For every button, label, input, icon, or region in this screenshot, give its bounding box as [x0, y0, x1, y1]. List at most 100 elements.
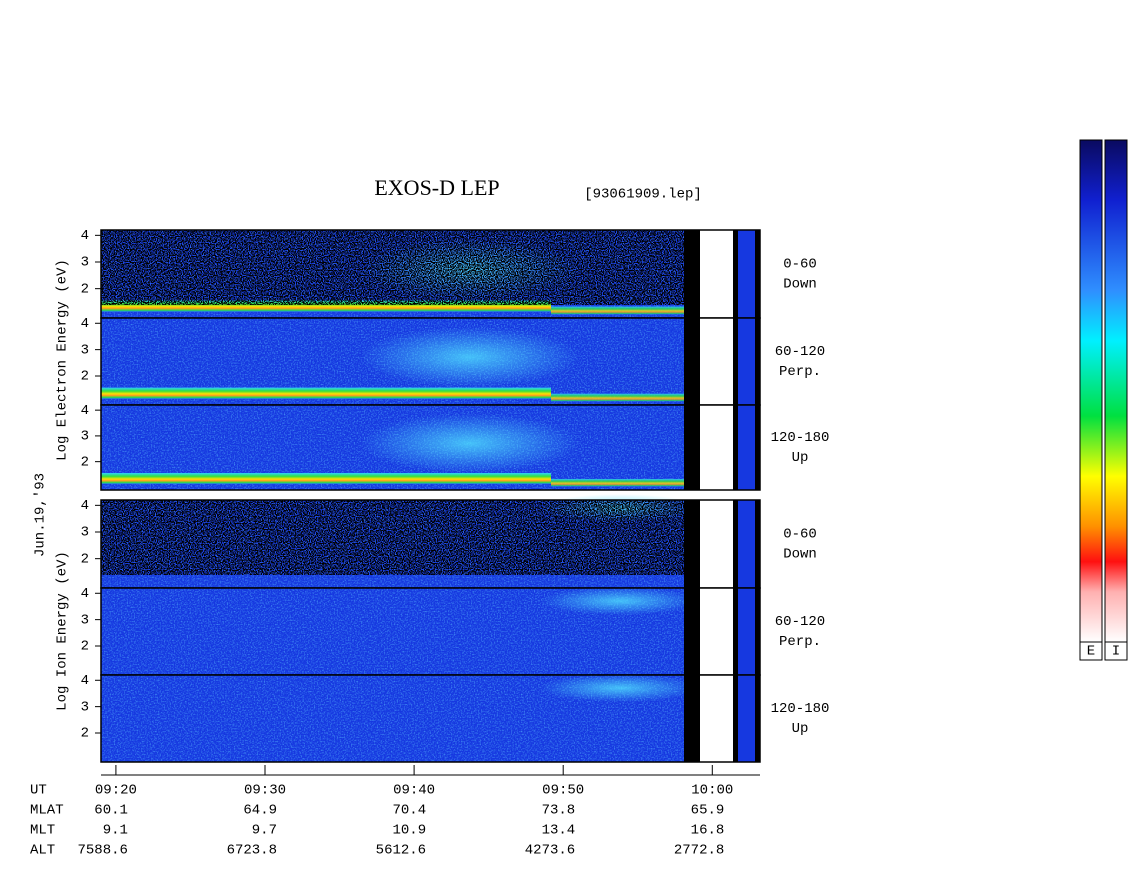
ephemeris-name: ALT	[30, 843, 55, 859]
y-tick-label: 4	[81, 673, 89, 689]
ephemeris-value: 60.1	[94, 803, 128, 819]
data-gap	[755, 675, 760, 762]
pitch-angle-label: 60-120	[775, 614, 825, 630]
spectrogram-band	[551, 393, 684, 402]
data-gap	[684, 405, 700, 490]
pitch-angle-label: 120-180	[771, 430, 830, 446]
spectrogram-band	[101, 387, 551, 399]
data-gap	[700, 675, 733, 762]
ephemeris-value: 13.4	[542, 823, 576, 839]
ephemeris-value: 10.9	[392, 823, 426, 839]
colorbars	[1079, 139, 1128, 661]
data-gap	[733, 230, 738, 318]
ephemeris-value: 9.1	[103, 823, 128, 839]
data-gap	[733, 318, 738, 405]
spectrogram-band	[551, 306, 684, 315]
spectrogram-glow	[360, 413, 580, 473]
panel-frame	[100, 674, 761, 763]
data-gap	[700, 318, 733, 405]
direction-label: Up	[792, 450, 809, 466]
data-gap	[700, 405, 733, 490]
x-tick-label: 10:00	[691, 783, 733, 799]
ephemeris-value: 9.7	[252, 823, 277, 839]
y-tick-label: 2	[81, 639, 89, 655]
data-gap	[733, 675, 738, 762]
y-axis-label: Log Ion Energy (eV)	[55, 551, 71, 711]
spectrogram-strip	[738, 500, 755, 588]
y-tick-label: 2	[81, 281, 89, 297]
ephemeris-value: 5612.6	[376, 843, 426, 859]
data-gap	[733, 588, 738, 675]
y-tick-label: 4	[81, 586, 89, 602]
y-tick-label: 2	[81, 726, 89, 742]
colorbar-label: I	[1112, 644, 1120, 660]
pitch-angle-label: 120-180	[771, 701, 830, 717]
colorbar	[1079, 139, 1103, 643]
direction-label: Down	[783, 277, 817, 293]
data-gap	[700, 500, 733, 588]
spectrogram-strip	[738, 588, 755, 675]
spectrogram-speckle	[101, 500, 684, 575]
ephemeris-value: 7588.6	[77, 843, 127, 859]
y-tick-label: 2	[81, 454, 89, 470]
spectrogram-band	[101, 473, 551, 485]
spectrogram-speckle	[101, 230, 684, 305]
y-tick-label: 4	[81, 316, 89, 332]
data-gap	[684, 675, 700, 762]
ephemeris-value: 4273.6	[525, 843, 575, 859]
spectrogram-glow	[540, 674, 700, 703]
x-tick-label: 09:50	[542, 783, 584, 799]
y-tick-label: 3	[81, 255, 89, 271]
direction-label: Perp.	[779, 364, 821, 380]
data-gap	[733, 500, 738, 588]
y-tick-label: 4	[81, 403, 89, 419]
data-gap	[733, 405, 738, 490]
x-tick-label: 09:40	[393, 783, 435, 799]
y-tick-label: 2	[81, 369, 89, 385]
ephemeris-value: 65.9	[691, 803, 725, 819]
ephemeris-value: 6723.8	[227, 843, 277, 859]
panel-frame	[100, 404, 761, 491]
pitch-angle-label: 60-120	[775, 344, 825, 360]
spectrogram-panels	[100, 229, 761, 763]
data-gap	[700, 230, 733, 318]
data-gap	[755, 500, 760, 588]
data-gap	[684, 230, 700, 318]
y-tick-label: 3	[81, 525, 89, 541]
y-tick-label: 3	[81, 429, 89, 445]
direction-label: Perp.	[779, 634, 821, 650]
ephemeris-name: MLAT	[30, 803, 64, 819]
y-tick-label: 4	[81, 498, 89, 514]
pitch-angle-label: 0-60	[783, 257, 817, 273]
spectrogram-strip	[738, 230, 755, 318]
spectrogram-strip	[738, 405, 755, 490]
y-tick-label: 3	[81, 612, 89, 628]
data-gap	[684, 588, 700, 675]
date-label: Jun.19,'93	[33, 473, 49, 557]
spectrogram-strip	[738, 318, 755, 405]
y-tick-label: 4	[81, 228, 89, 244]
colorbar-label-box	[1079, 641, 1103, 661]
colorbar-label-box	[1104, 641, 1128, 661]
colorbar	[1104, 139, 1128, 643]
spectrogram-glow	[360, 326, 580, 388]
y-axis-label: Log Electron Energy (eV)	[55, 259, 71, 461]
ephemeris-name: MLT	[30, 823, 55, 839]
file-name: [93061909.lep]	[584, 187, 702, 203]
ephemeris-value: 2772.8	[674, 843, 724, 859]
ephemeris-value: 64.9	[243, 803, 277, 819]
chart-title: EXOS-D LEP	[374, 175, 499, 200]
ephemeris-value: 16.8	[691, 823, 725, 839]
pitch-angle-label: 0-60	[783, 527, 817, 543]
direction-label: Down	[783, 547, 817, 563]
ephemeris-value: 73.8	[542, 803, 576, 819]
ephemeris-value: 70.4	[392, 803, 426, 819]
y-tick-label: 3	[81, 699, 89, 715]
spectrogram-band	[551, 478, 684, 487]
data-gap	[684, 318, 700, 405]
data-gap	[684, 500, 700, 588]
direction-label: Up	[792, 721, 809, 737]
spectrogram-band	[101, 300, 551, 312]
data-gap	[755, 588, 760, 675]
